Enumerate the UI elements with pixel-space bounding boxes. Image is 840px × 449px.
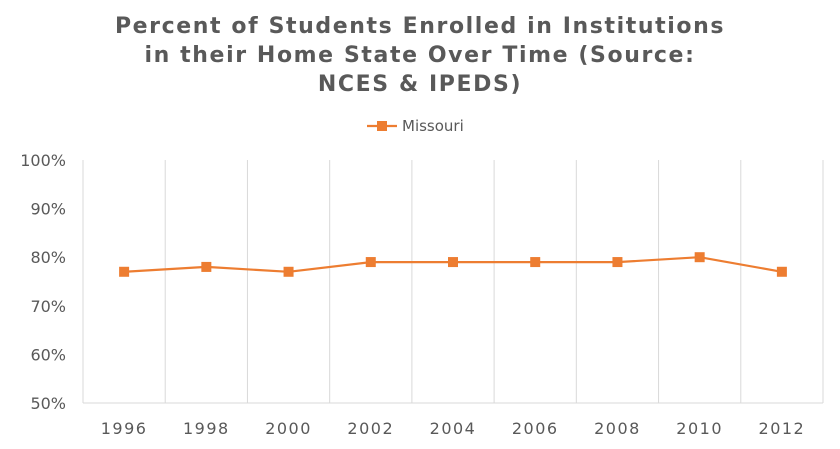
chart-title-line-1: Percent of Students Enrolled in Institut…	[114, 14, 726, 39]
x-tick-label: 2008	[594, 419, 641, 438]
chart-title-line-3: NCES & IPEDS)	[317, 72, 523, 97]
y-tick-label: 80%	[30, 248, 66, 267]
data-point-marker	[530, 257, 541, 268]
x-tick-label: 1998	[183, 419, 230, 438]
data-point-marker	[201, 261, 212, 272]
data-point-marker	[694, 252, 705, 263]
x-tick-label: 2000	[265, 419, 312, 438]
x-tick-label: 1996	[101, 419, 148, 438]
chart-title-line-2: in their Home State Over Time (Source:	[144, 43, 696, 68]
data-point-marker	[448, 257, 458, 268]
y-tick-label: 50%	[30, 394, 66, 413]
data-point-marker	[776, 266, 787, 277]
y-tick-label: 60%	[30, 345, 66, 364]
x-tick-label: 2004	[430, 419, 477, 438]
data-point-marker	[283, 266, 294, 277]
x-tick-label: 2006	[512, 419, 559, 438]
legend-marker	[377, 121, 387, 131]
legend-label: Missouri	[402, 117, 464, 135]
x-tick-label: 2010	[676, 419, 723, 438]
y-tick-label: 100%	[20, 151, 66, 170]
x-tick-label: 2002	[347, 419, 394, 438]
data-point-marker	[612, 257, 623, 268]
x-tick-label: 2012	[759, 419, 806, 438]
data-point-marker	[119, 266, 130, 277]
data-point-marker	[365, 257, 376, 268]
chart-title: Percent of Students Enrolled in Institut…	[0, 12, 840, 99]
y-tick-label: 90%	[30, 200, 66, 219]
y-tick-label: 70%	[30, 297, 66, 316]
